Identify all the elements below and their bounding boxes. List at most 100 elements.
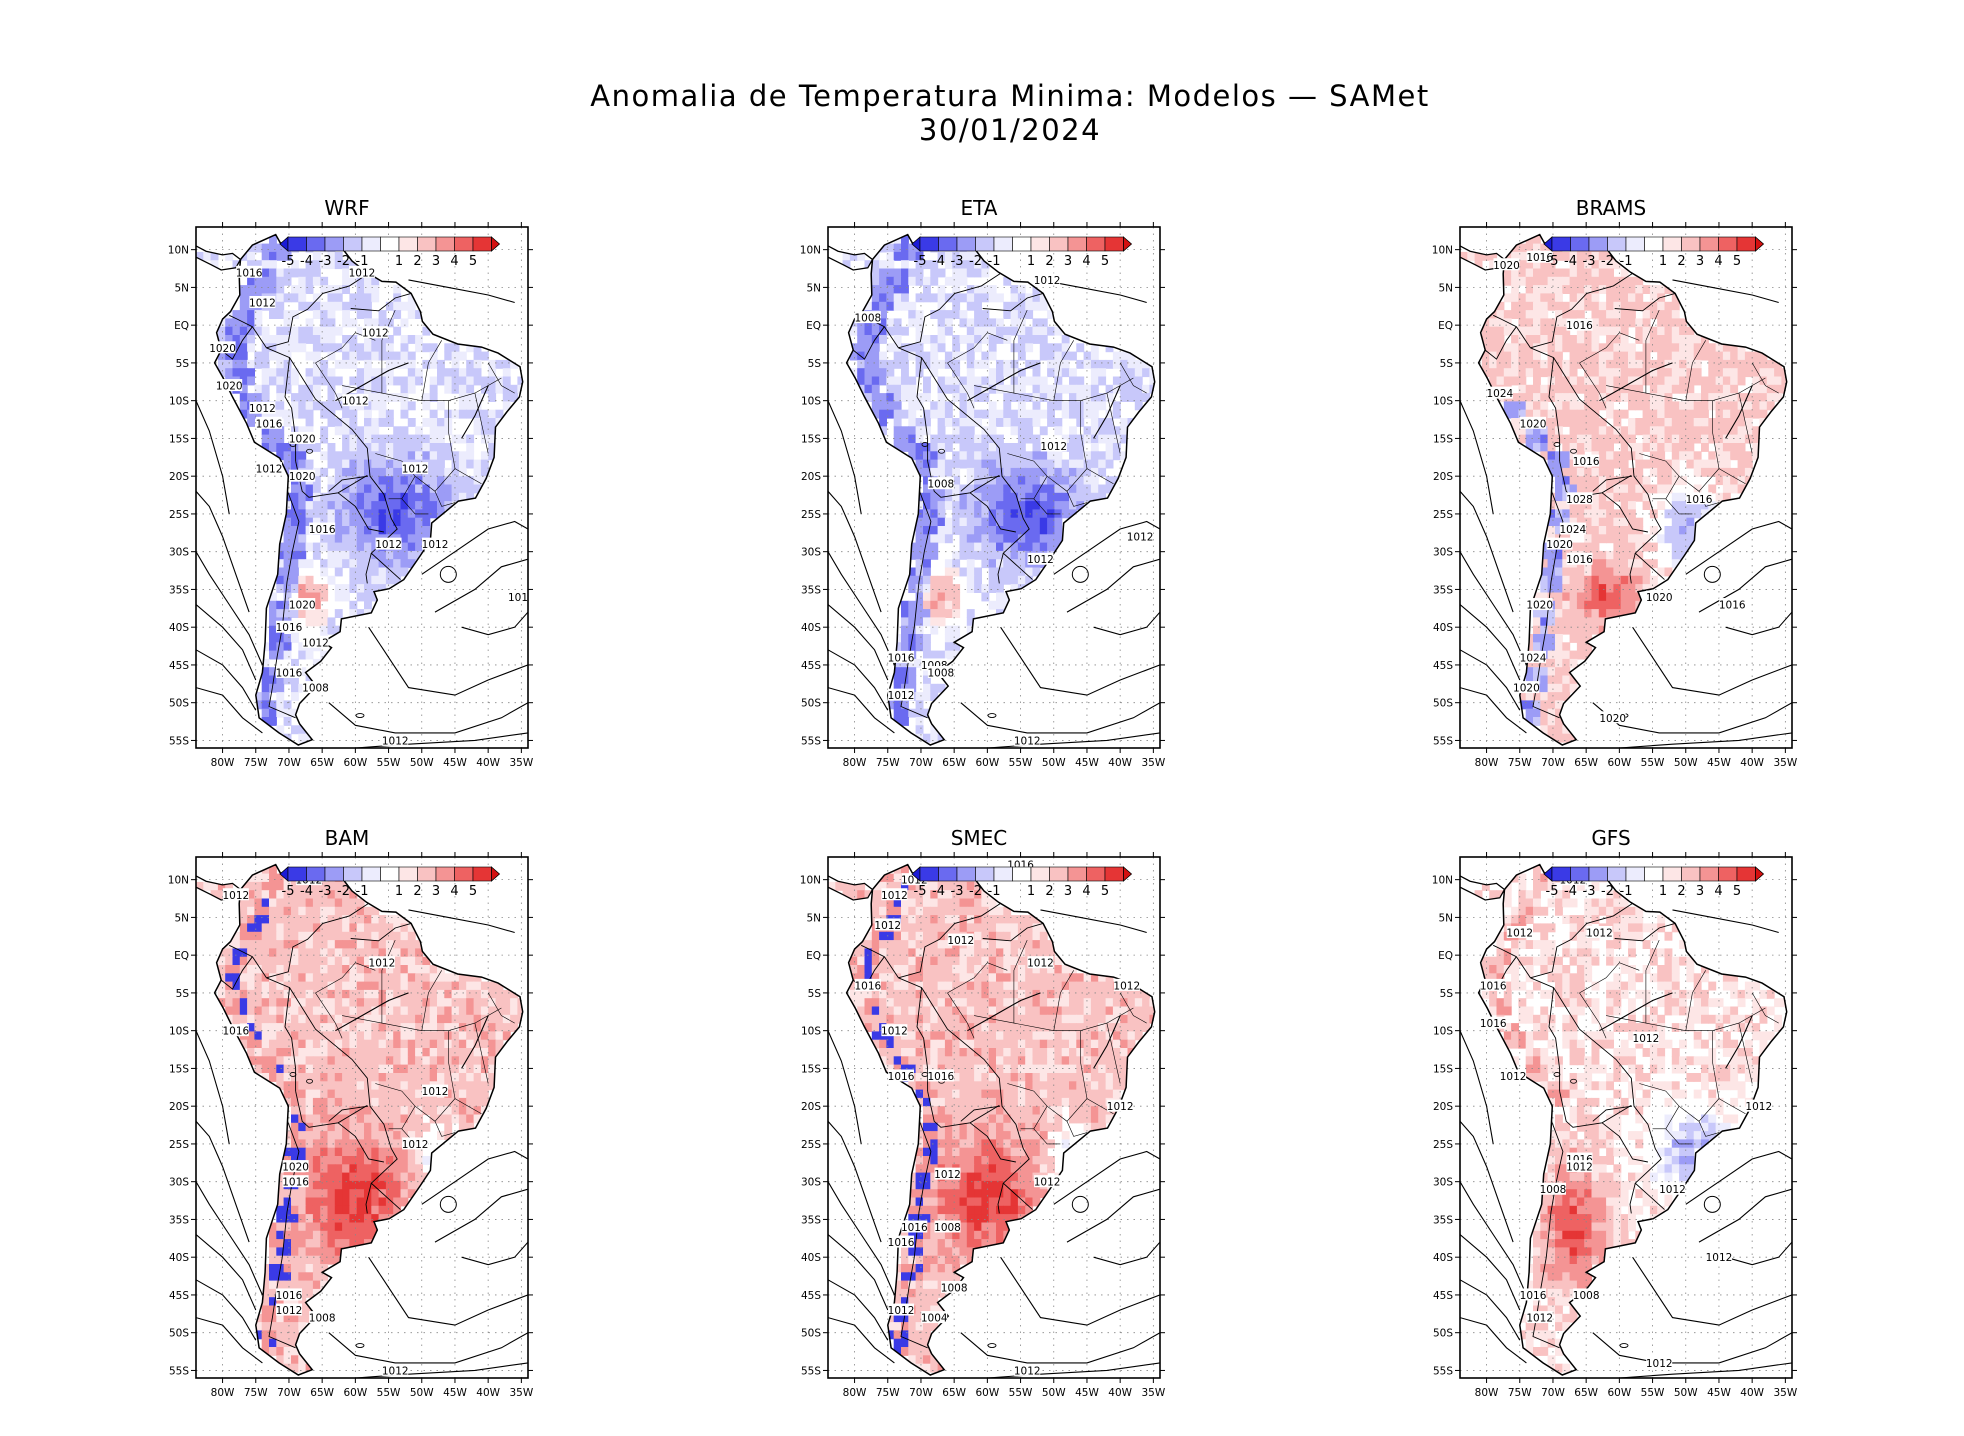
anomaly-cell [1613,393,1622,402]
anomaly-cell [385,409,394,419]
anomaly-cell [371,459,380,469]
anomaly-cell [996,409,1004,419]
anomaly-cell [276,268,285,278]
anomaly-cell [923,335,931,344]
anomaly-cell [1598,326,1607,336]
anomaly-cell [974,318,982,328]
anomaly-cell [1003,484,1012,494]
anomaly-cell [1105,476,1114,486]
anomaly-cell [356,965,365,974]
anomaly-cell [1759,384,1768,394]
anomaly-cell [466,409,475,419]
anomaly-cell [1584,575,1593,585]
anomaly-cell [305,268,314,278]
anomaly-cell [400,550,409,560]
anomaly-cell [305,650,314,660]
anomaly-cell [385,915,394,924]
anomaly-cell [495,1023,504,1032]
anomaly-cell [415,368,423,378]
anomaly-cell [1047,526,1055,535]
anomaly-cell [1759,401,1768,411]
anomaly-cell [312,1156,321,1165]
anomaly-cell [385,492,394,502]
anomaly-cell [356,948,365,958]
anomaly-cell [1069,443,1077,452]
anomaly-cell [327,1205,336,1215]
anomaly-cell [1744,467,1753,477]
anomaly-cell [320,1255,329,1265]
anomaly-cell [1628,285,1636,294]
anomaly-cell [305,1280,314,1290]
anomaly-cell [254,1006,263,1016]
anomaly-cell [1489,359,1498,369]
anomaly-cell [254,873,263,883]
anomaly-cell [1766,393,1775,402]
anomaly-cell [407,492,416,502]
anomaly-cell [349,1048,358,1057]
anomaly-cell [327,1056,336,1066]
anomaly-cell [1620,492,1629,502]
anomaly-cell [298,1097,307,1107]
anomaly-cell [1569,351,1578,361]
colorbar-swatch [956,236,976,252]
anomaly-cell [320,451,329,461]
colorbar-swatch [1570,236,1590,252]
anomaly-cell [1642,567,1651,577]
anomaly-cell [944,384,953,394]
anomaly-cell [334,501,343,510]
anomaly-cell [291,542,299,552]
anomaly-cell [996,584,1004,593]
anomaly-cell [1069,393,1077,402]
anomaly-cell [1759,393,1768,402]
anomaly-cell [944,492,953,502]
anomaly-cell [254,393,263,402]
anomaly-cell [407,1180,416,1190]
anomaly-cell [1613,285,1622,294]
anomaly-cell [1511,276,1519,286]
anomaly-cell [480,426,489,436]
anomaly-cell [283,642,292,652]
anomaly-cell [276,335,285,344]
anomaly-cell [305,501,314,510]
anomaly-cell [458,1106,467,1116]
anomaly-cell [429,359,438,369]
anomaly-cell [349,890,358,900]
anomaly-cell [298,1081,307,1091]
anomaly-cell [1701,351,1709,361]
anomaly-cell [320,1048,329,1057]
colorbar-label: 1 [395,884,403,899]
anomaly-cell [312,1255,321,1265]
anomaly-cell [1017,285,1026,294]
anomaly-cell [269,989,277,999]
anomaly-cell [269,260,277,270]
anomaly-cell [312,1039,321,1049]
anomaly-cell [444,973,453,983]
anomaly-cell [458,467,467,477]
anomaly-cell [298,517,307,527]
anomaly-cell [473,359,482,369]
anomaly-cell [1017,384,1026,394]
anomaly-cell [937,318,946,328]
anomaly-cell [217,368,226,378]
anomaly-cell [298,1089,307,1099]
anomaly-cell [1503,268,1512,278]
lat-tick-label: 5S [176,358,190,370]
anomaly-cell [1025,484,1034,494]
anomaly-cell [1569,426,1578,436]
anomaly-cell [334,940,343,949]
anomaly-cell [196,881,204,891]
anomaly-cell [1628,434,1636,444]
anomaly-cell [327,542,336,552]
lat-tick-label: 50S [169,698,189,710]
anomaly-cell [269,675,277,685]
anomaly-cell [1112,401,1121,411]
anomaly-cell [444,376,453,386]
anomaly-cell [1025,501,1034,510]
state-border [342,377,502,401]
anomaly-cell [269,890,277,900]
anomaly-cell [1547,276,1556,286]
anomaly-cell [1701,376,1709,386]
colorbar-swatch [1012,236,1032,252]
anomaly-cell [1576,285,1585,294]
anomaly-cell [959,443,968,452]
